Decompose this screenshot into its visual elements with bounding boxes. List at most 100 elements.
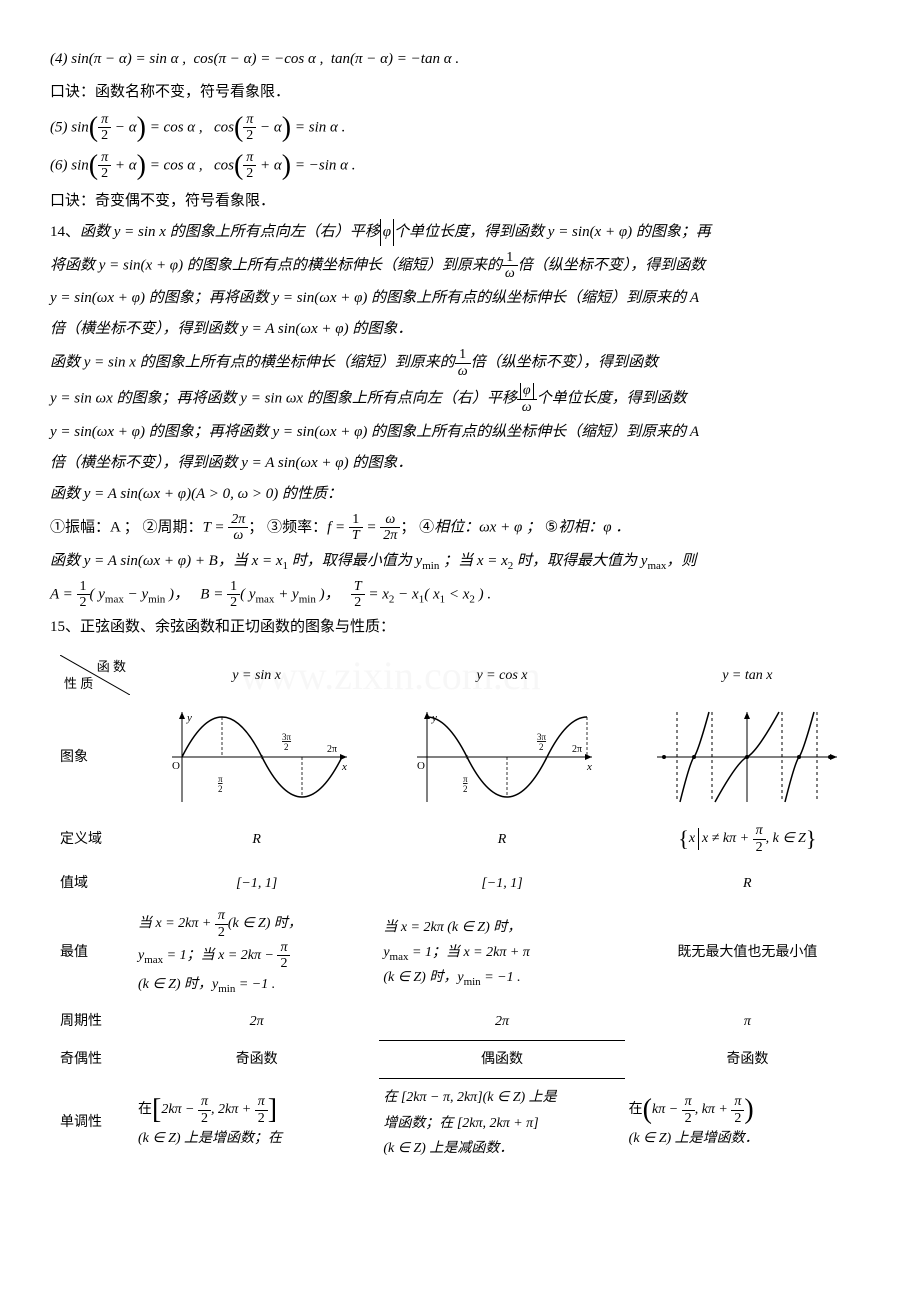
sin-m-2: 2 bbox=[198, 1111, 211, 1126]
identity-4-1: sin(π − α) = sin α , bbox=[71, 51, 186, 67]
sin-m-22: 2 bbox=[255, 1111, 268, 1126]
sin-m-post: (k ∈ Z) 上是增函数；在 bbox=[138, 1131, 282, 1146]
sin-e-pi: π bbox=[215, 908, 228, 924]
half-n2: 1 bbox=[227, 579, 240, 595]
parity-sin: 奇函数 bbox=[134, 1041, 379, 1079]
tan-m-pi: π bbox=[682, 1094, 695, 1110]
row-parity: 奇偶性 奇函数 偶函数 奇函数 bbox=[50, 1041, 870, 1079]
one-num2: 1 bbox=[455, 347, 471, 363]
sin-m1: 2kπ − bbox=[161, 1103, 198, 1118]
eq-sign: = bbox=[363, 519, 381, 535]
A-minus: − y bbox=[124, 586, 148, 602]
item-15-title: 正弦函数、余弦函数和正切函数的图象与性质： bbox=[80, 619, 395, 635]
item-14-line9: 函数 y = A sin(ωx + φ)(A > 0, ω > 0) 的性质： bbox=[50, 481, 870, 508]
A-lhs: A = bbox=[50, 586, 77, 602]
freq-label: 频率： bbox=[282, 519, 327, 535]
row-range: 值域 [−1, 1] [−1, 1] R bbox=[50, 865, 870, 902]
svg-text:2π: 2π bbox=[572, 744, 582, 755]
half-n: 1 bbox=[77, 579, 90, 595]
eq-cos-alpha2: = cos α , bbox=[146, 157, 203, 173]
phase-text: 相位：ωx + φ ； bbox=[434, 519, 541, 535]
sin-graph: y x O π2 3π2 2π bbox=[134, 701, 379, 813]
tan-x: x bbox=[689, 831, 695, 846]
sub-max2: max bbox=[105, 593, 124, 605]
sin-text: sin bbox=[71, 119, 89, 135]
svg-text:O: O bbox=[417, 760, 425, 772]
extrema-sin: 当 x = 2kπ + π2(k ∈ Z) 时， ymax = 1；当 x = … bbox=[134, 902, 379, 1003]
period-label: 周期： bbox=[158, 519, 203, 535]
head-tan: y = tan x bbox=[625, 649, 870, 701]
cos-max: max bbox=[390, 951, 409, 963]
circle-2: ② bbox=[143, 519, 158, 535]
cos-e3: (k ∈ Z) 时，y bbox=[383, 970, 463, 985]
head-cos: y = cos x bbox=[379, 649, 624, 701]
eq-sin-alpha: = sin α . bbox=[291, 119, 345, 135]
omega-den: ω bbox=[502, 266, 518, 281]
svg-text:x: x bbox=[586, 761, 592, 773]
sin-max: max bbox=[144, 954, 163, 966]
extrema-cos: 当 x = 2kπ (k ∈ Z) 时， ymax = 1；当 x = 2kπ … bbox=[379, 902, 624, 1003]
pi-num2: π bbox=[243, 112, 256, 128]
sin-m-pi2: π bbox=[255, 1094, 268, 1110]
tan-kz: , k ∈ Z bbox=[766, 831, 806, 846]
rowhead-domain: 定义域 bbox=[50, 813, 134, 865]
p1b: 个单位长度，得到函数 y = sin(x + φ) 的图象；再 bbox=[394, 224, 711, 240]
domain-tan: {xx ≠ kπ + π2, k ∈ Z} bbox=[625, 813, 870, 865]
row-mono: 单调性 在[2kπ − π2, 2kπ + π2] (k ∈ Z) 上是增函数；… bbox=[50, 1079, 870, 1167]
mnemonic-2: 口诀：奇变偶不变，符号看象限． bbox=[50, 188, 870, 215]
eq-neg-sin: = −sin α . bbox=[291, 157, 355, 173]
item-14-line5: 函数 y = sin x 的图象上所有点的横坐标伸长（缩短）到原来的1ω倍（纵坐… bbox=[50, 347, 870, 379]
p5a: 函数 y = sin x 的图象上所有点的横坐标伸长（缩短）到原来的 bbox=[50, 355, 455, 371]
head-sin: y = sin x bbox=[134, 649, 379, 701]
sin-text2: sin bbox=[71, 157, 89, 173]
p11d: 时，取得最大值为 y bbox=[513, 553, 647, 569]
T2-minus: − x bbox=[394, 586, 418, 602]
sin-e2b: = 1；当 x = 2kπ − bbox=[163, 948, 277, 963]
abs-phi: φ bbox=[380, 219, 394, 246]
parity-cos: 偶函数 bbox=[379, 1041, 624, 1079]
abs-phi2: φ bbox=[520, 383, 534, 398]
label-5: (5) bbox=[50, 119, 68, 135]
A-close: )， bbox=[165, 586, 189, 602]
sub-max: max bbox=[647, 560, 666, 572]
row-domain: 定义域 R R {xx ≠ kπ + π2, k ∈ Z} bbox=[50, 813, 870, 865]
omega-den4: ω bbox=[228, 528, 248, 543]
sin-e-22: 2 bbox=[277, 956, 290, 971]
origin-label: O bbox=[172, 760, 180, 772]
semi1: ； bbox=[248, 519, 263, 535]
diag-top-label: 函 数 bbox=[97, 655, 126, 678]
T2-rhs: = x bbox=[365, 586, 389, 602]
formula-6: (6) sin(π2 + α) = cos α , cos(π2 + α) = … bbox=[50, 150, 870, 182]
two-den2: 2 bbox=[243, 128, 256, 143]
2pi-num: 2π bbox=[228, 512, 248, 528]
domain-cos: R bbox=[379, 813, 624, 865]
cos-text2: cos bbox=[214, 157, 234, 173]
cos-graph: y x O π2 3π2 2π bbox=[379, 701, 624, 813]
pi-num: π bbox=[98, 112, 111, 128]
sin-m-pre: 在 bbox=[138, 1103, 152, 1118]
plus-alpha: + α bbox=[111, 157, 137, 173]
mono-sin: 在[2kπ − π2, 2kπ + π2] (k ∈ Z) 上是增函数；在 bbox=[134, 1079, 379, 1167]
rowhead-mono: 单调性 bbox=[50, 1079, 134, 1167]
B-plus: + y bbox=[274, 586, 298, 602]
p5b: 倍（纵坐标不变），得到函数 bbox=[471, 355, 659, 371]
p2a: 将函数 y = sin(x + φ) 的图象上所有点的横坐标伸长（缩短）到原来的 bbox=[50, 257, 502, 273]
svg-text:2π: 2π bbox=[327, 744, 337, 755]
p6a: y = sin ωx 的图象；再将函数 y = sin ωx 的图象上所有点向左… bbox=[50, 390, 517, 406]
sub-min: min bbox=[422, 560, 439, 572]
T2-paren: ( x bbox=[424, 586, 439, 602]
sin-e1: 当 x = 2kπ + bbox=[138, 916, 215, 931]
cos-text: cos bbox=[214, 119, 234, 135]
identity-4-2: cos(π − α) = −cos α , bbox=[194, 51, 324, 67]
rowhead-range: 值域 bbox=[50, 865, 134, 902]
mnemonic-1: 口诀：函数名称不变，符号看象限． bbox=[50, 79, 870, 106]
tan-m-pre: 在 bbox=[629, 1103, 643, 1118]
cos-m2: 增函数；在 [2kπ, 2kπ + π] bbox=[383, 1116, 538, 1131]
item-14-line2: 将函数 y = sin(x + φ) 的图象上所有点的横坐标伸长（缩短）到原来的… bbox=[50, 250, 870, 282]
trig-table: 函 数 性 质 y = sin x y = cos x y = tan x 图象… bbox=[50, 649, 870, 1166]
cos-e3b: = −1 . bbox=[481, 970, 521, 985]
A-p1: ( y bbox=[90, 586, 105, 602]
T-num: T bbox=[351, 579, 365, 595]
formula-4: (4) sin(π − α) = sin α , cos(π − α) = −c… bbox=[50, 46, 870, 73]
tan-m1b: , kπ + bbox=[695, 1103, 732, 1118]
